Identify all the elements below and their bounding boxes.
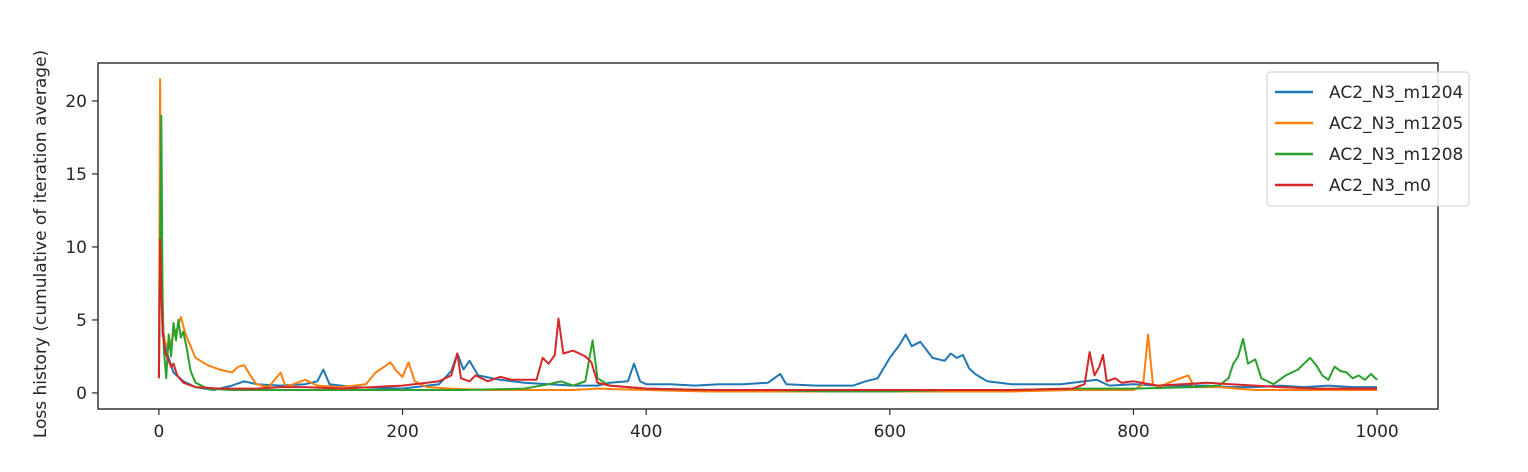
legend-label: AC2_N3_m1205: [1329, 114, 1463, 134]
legend-label: AC2_N3_m1208: [1329, 145, 1463, 165]
y-tick-label: 5: [76, 311, 87, 331]
x-tick-label: 400: [630, 422, 662, 442]
y-axis-title: Loss history (cumulative of iteration av…: [31, 50, 51, 438]
y-tick-label: 20: [65, 92, 87, 112]
legend-box: [1266, 71, 1470, 207]
series-line-AC2_N3_m0: [157, 238, 1378, 391]
y-axis: 0 5 10 15 20: [65, 92, 98, 404]
legend-entry: AC2_N3_m0: [1275, 176, 1431, 196]
x-tick-label: 0: [153, 422, 164, 442]
legend: AC2_N3_m1204 AC2_N3_m1205 AC2_N3_m1208 AC2_…: [1266, 71, 1470, 207]
x-tick-label: 200: [386, 422, 418, 442]
y-tick-label: 0: [76, 384, 87, 404]
plot-frame: [97, 62, 1439, 410]
series-layer: [157, 78, 1378, 393]
series-line-AC2_N3_m1205: [157, 78, 1378, 393]
legend-label: AC2_N3_m1204: [1329, 83, 1463, 103]
legend-entry: AC2_N3_m1204: [1275, 83, 1463, 103]
x-tick-label: 600: [874, 422, 906, 442]
legend-entry: AC2_N3_m1208: [1275, 145, 1463, 165]
legend-entry: AC2_N3_m1205: [1275, 114, 1463, 134]
series-line-AC2_N3_m1204: [157, 170, 1378, 391]
y-tick-label: 15: [65, 165, 87, 185]
legend-label: AC2_N3_m0: [1329, 176, 1431, 196]
x-tick-label: 800: [1117, 422, 1149, 442]
y-tick-label: 10: [65, 238, 87, 258]
series-line-AC2_N3_m1208: [157, 114, 1378, 393]
x-tick-label: 1000: [1355, 422, 1398, 442]
x-axis: 0 200 400 600 800 1000: [153, 409, 1399, 442]
